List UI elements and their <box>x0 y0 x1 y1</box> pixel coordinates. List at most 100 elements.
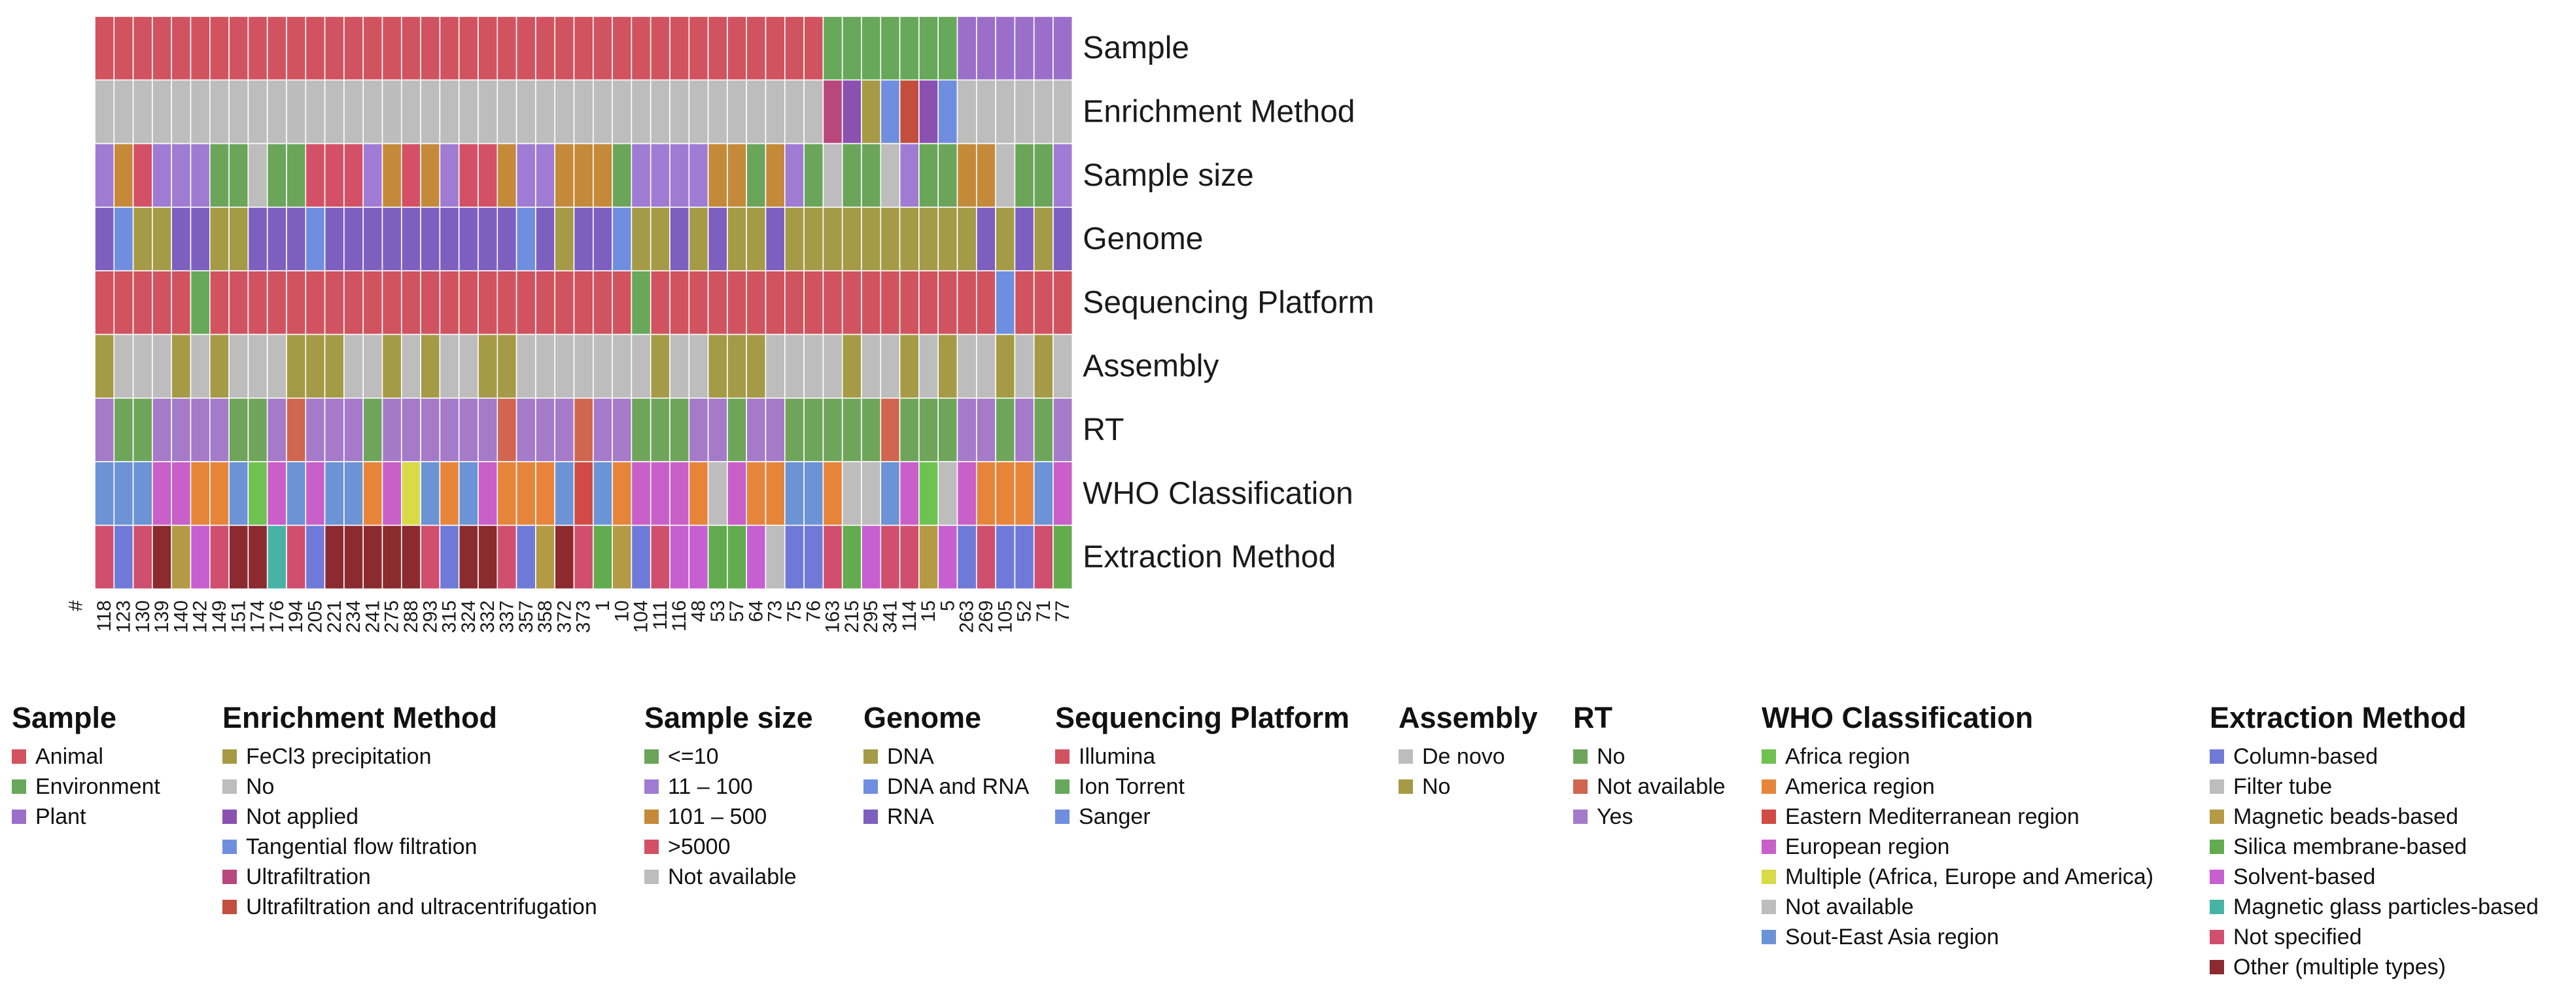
heatmap-cell-sample-194 <box>286 16 307 81</box>
heatmap-cell-sequencing-platform-151 <box>228 270 249 335</box>
heatmap-cell-who-classification-64 <box>746 461 767 526</box>
heatmap-cell-sample-size-53 <box>707 143 728 208</box>
heatmap-cell-sequencing-platform-1 <box>592 270 613 335</box>
heatmap-cell-sample-149 <box>209 16 230 81</box>
heatmap-cell-who-classification-105 <box>995 461 1016 526</box>
heatmap-cell-enrichment-method-114 <box>899 79 920 145</box>
heatmap-cell-genome-105 <box>995 207 1016 271</box>
heatmap-cell-extraction-method-15 <box>918 524 939 590</box>
heatmap-cell-sample-size-234 <box>343 143 364 208</box>
heatmap-cell-assembly-295 <box>861 333 882 399</box>
heatmap-cell-genome-104 <box>631 207 652 271</box>
heatmap-cell-rt-263 <box>956 397 977 462</box>
heatmap-cell-assembly-163 <box>822 333 843 399</box>
heatmap-cell-sample-73 <box>765 16 786 81</box>
legend-item-sequencing-platform-illumina: Illumina <box>1055 742 1349 772</box>
heatmap-cell-assembly-114 <box>899 333 920 399</box>
heatmap-cell-assembly-275 <box>381 333 402 399</box>
heatmap-cell-enrichment-method-372 <box>554 79 575 145</box>
heatmap-cell-sequencing-platform-77 <box>1053 270 1073 335</box>
heatmap-cell-extraction-method-357 <box>515 524 536 590</box>
heatmap-cell-rt-139 <box>152 397 172 462</box>
column-tick-label-176: 176 <box>266 600 288 633</box>
heatmap-cell-who-classification-358 <box>535 461 556 526</box>
heatmap-cell-enrichment-method-332 <box>478 79 498 145</box>
legend-title-who-classification: WHO Classification <box>1762 701 2034 734</box>
legend-item-rt-yes: Yes <box>1573 802 1726 832</box>
heatmap-cell-who-classification-241 <box>362 461 383 526</box>
heatmap-cell-who-classification-174 <box>247 461 268 526</box>
heatmap-cell-who-classification-205 <box>305 461 326 526</box>
heatmap-cell-rt-10 <box>612 397 633 462</box>
column-tick-label-337: 337 <box>496 600 518 633</box>
heatmap-cell-genome-73 <box>765 207 786 271</box>
column-tick-label-332: 332 <box>477 600 498 633</box>
legend-item-extraction-method-magnetic-beads-based: Magnetic beads-based <box>2210 802 2539 832</box>
heatmap-cell-genome-75 <box>784 207 805 271</box>
heatmap-cell-sample-142 <box>190 16 211 81</box>
heatmap-cell-extraction-method-293 <box>420 524 441 590</box>
heatmap-cell-enrichment-method-130 <box>132 79 153 145</box>
heatmap-cell-genome-275 <box>381 207 402 271</box>
column-tick-label-1: 1 <box>592 600 614 611</box>
heatmap-cell-assembly-52 <box>1014 333 1035 399</box>
heatmap-cell-sample-123 <box>113 16 134 81</box>
heatmap-cell-genome-10 <box>612 207 633 271</box>
column-tick-label-48: 48 <box>688 600 710 622</box>
legend-label: FeCl3 precipitation <box>246 744 432 769</box>
legend-label: Not available <box>1785 895 1914 919</box>
legend-label: No <box>1597 744 1626 769</box>
heatmap-cell-sequencing-platform-263 <box>956 270 977 335</box>
heatmap-cell-who-classification-288 <box>400 461 421 526</box>
legend-swatch <box>222 870 237 884</box>
column-tick-label-53: 53 <box>707 600 729 622</box>
legend-item-extraction-method-filter-tube: Filter tube <box>2210 772 2539 802</box>
column-tick-label-15: 15 <box>918 600 939 622</box>
heatmap-cell-enrichment-method-105 <box>995 79 1016 145</box>
heatmap-cell-sequencing-platform-105 <box>995 270 1016 335</box>
heatmap-cell-enrichment-method-52 <box>1014 79 1035 145</box>
heatmap-cell-rt-341 <box>880 397 901 462</box>
heatmap-cell-extraction-method-53 <box>707 524 728 590</box>
legend-item-genome-rna: RNA <box>863 802 1029 832</box>
heatmap-cell-assembly-53 <box>707 333 728 399</box>
heatmap-cell-rt-163 <box>822 397 843 462</box>
heatmap-cell-enrichment-method-269 <box>976 79 996 145</box>
heatmap-cell-sample-size-295 <box>861 143 882 208</box>
heatmap-cell-enrichment-method-288 <box>400 79 421 145</box>
heatmap-cell-rt-194 <box>286 397 307 462</box>
legend-label: DNA <box>887 744 934 769</box>
heatmap-cell-sample-118 <box>94 16 115 81</box>
column-tick-label-118: 118 <box>94 600 115 632</box>
legend-item-extraction-method-other-multiple-types: Other (multiple types) <box>2210 952 2539 982</box>
legend-item-extraction-method-not-specified: Not specified <box>2210 922 2539 952</box>
heatmap-cell-assembly-15 <box>918 333 939 399</box>
heatmap-cell-assembly-315 <box>439 333 460 399</box>
heatmap-cell-assembly-116 <box>669 333 690 399</box>
heatmap-cell-rt-140 <box>171 397 192 462</box>
heatmap-cell-enrichment-method-275 <box>381 79 402 145</box>
heatmap-cell-assembly-149 <box>209 333 230 399</box>
heatmap-cell-assembly-57 <box>727 333 748 399</box>
row-label-genome: Genome <box>1083 222 1203 256</box>
heatmap-cell-sample-size-104 <box>631 143 652 208</box>
heatmap-cell-assembly-5 <box>937 333 958 399</box>
legend-label: No <box>1422 774 1451 799</box>
column-tick-label-52: 52 <box>1014 600 1036 622</box>
heatmap-cell-who-classification-151 <box>228 461 249 526</box>
heatmap-cell-genome-64 <box>746 207 767 271</box>
heatmap-cell-extraction-method-332 <box>478 524 498 590</box>
legend-swatch <box>1762 840 1776 854</box>
heatmap-cell-who-classification-73 <box>765 461 786 526</box>
legend-item-rt-not-available: Not available <box>1573 772 1726 802</box>
heatmap-cell-sequencing-platform-341 <box>880 270 901 335</box>
heatmap-cell-sample-288 <box>400 16 421 81</box>
heatmap-cell-sample-15 <box>918 16 939 81</box>
heatmap-cell-extraction-method-373 <box>573 524 594 590</box>
heatmap-cell-extraction-method-140 <box>171 524 192 590</box>
column-tick-label-75: 75 <box>784 600 805 622</box>
heatmap-cell-extraction-method-358 <box>535 524 556 590</box>
heatmap-cell-assembly-139 <box>152 333 172 399</box>
heatmap-cell-who-classification-215 <box>841 461 862 526</box>
column-tick-label-269: 269 <box>975 600 997 633</box>
